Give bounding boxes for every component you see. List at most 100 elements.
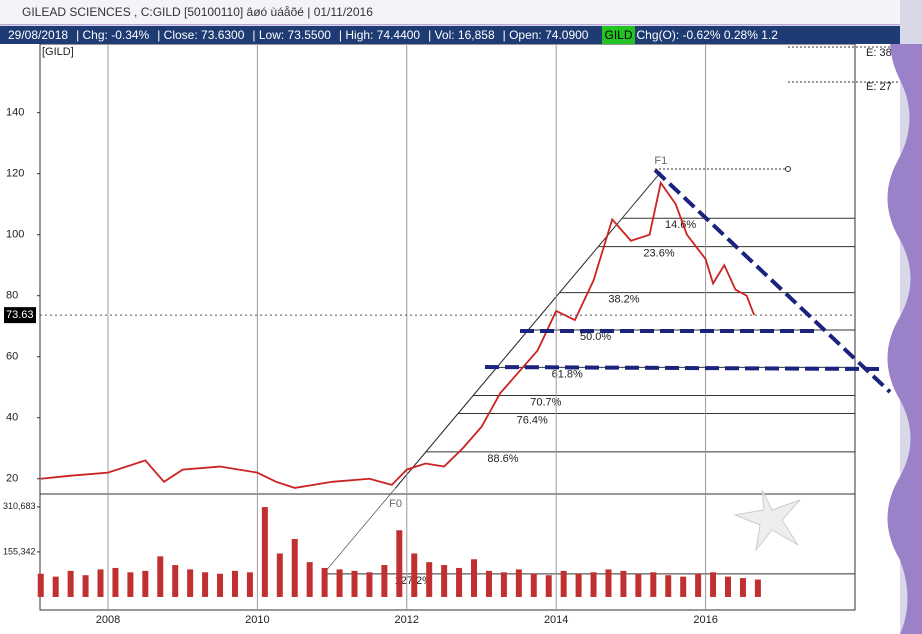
volume-bar [97, 569, 104, 597]
volume-bar [381, 565, 388, 597]
volume-bar [650, 572, 657, 597]
volume-bar [306, 562, 313, 597]
info: Chg(O): -0.62% 0.28% 1.2 [636, 28, 778, 42]
trend-line [653, 168, 892, 394]
volume-bar [202, 572, 209, 597]
fib-label: 61.8% [552, 368, 583, 380]
volume-bar [754, 579, 761, 597]
plot-group: 2008 2010 2012 2014 2016 20 40 60 80 100 120 140 73.… [3, 44, 855, 626]
volume-bar [426, 562, 433, 597]
info: | High: 74.4400 [338, 28, 421, 42]
y-tick-label: 60 [6, 351, 18, 363]
volume-bar [246, 572, 253, 597]
f1-marker [785, 166, 791, 172]
info: | Vol: 16,858 [428, 28, 495, 42]
y-tick-label: 155,342 [3, 546, 36, 556]
chart: [GILD] E: 38.2% E: 27 14.6%23.6%38.2%50.… [0, 44, 922, 634]
volume-bar [336, 569, 343, 597]
volume-bar [456, 567, 463, 597]
volume-bar [739, 578, 746, 597]
volume-bar [605, 569, 612, 597]
volume-bar [172, 565, 179, 597]
x-tick-label: 2008 [96, 614, 120, 626]
volume-bar [441, 565, 448, 597]
info: | Open: 74.0900 [502, 28, 589, 42]
volume-bar [127, 572, 134, 597]
fib-label: 76.4% [517, 414, 548, 426]
volume-bar [396, 530, 403, 597]
info: 29/08/2018 [8, 28, 69, 42]
y-tick-label: 120 [6, 168, 24, 180]
y-tick-label: 100 [6, 229, 24, 241]
volume-bar [187, 569, 194, 597]
volume-bar [411, 553, 418, 597]
info: | Close: 73.6300 [157, 28, 245, 42]
volume-bar [530, 573, 537, 597]
volume-bar [82, 575, 89, 597]
window-title: GILEAD SCIENCES , C:GILD [50100110] âøó … [22, 5, 373, 19]
background [0, 44, 900, 634]
volume-bar [575, 573, 582, 597]
fib-label: 23.6% [643, 247, 674, 259]
info: | Chg: -0.34% [76, 28, 150, 42]
fib-label: 50.0% [580, 331, 611, 343]
volume-bar [231, 570, 238, 597]
volume-bar [321, 567, 328, 597]
volume-bar [37, 573, 44, 597]
volume-bar [545, 575, 552, 597]
volume-bar [665, 575, 672, 597]
symbol: GILD [602, 26, 635, 44]
fib-anchor-label: F1 [654, 155, 667, 167]
volume-bar [276, 553, 283, 597]
fib-anchor-label: F0 [389, 498, 402, 510]
volume-bar [515, 569, 522, 597]
volume-bar [351, 570, 358, 597]
torn-edge [887, 44, 922, 634]
x-tick-label: 2010 [245, 614, 269, 626]
volume-bar [680, 576, 687, 597]
volume-bar [67, 570, 74, 597]
info: | Low: 73.5500 [252, 28, 331, 42]
volume-bar [710, 572, 717, 597]
fib-ray [395, 451, 427, 489]
volume-bar [217, 573, 224, 597]
last-price-box [4, 307, 36, 324]
y-tick-label: 140 [6, 107, 24, 119]
x-tick-label: 2014 [544, 614, 568, 626]
y-tick-label: 40 [6, 412, 18, 424]
price-line [40, 180, 755, 489]
volume-bar [112, 567, 119, 597]
volume-bar [500, 572, 507, 597]
volume-bar [695, 573, 702, 597]
volume-bar [485, 570, 492, 597]
x-tick-label: 2016 [693, 614, 717, 626]
volume-bar [590, 572, 597, 597]
volume-bar [366, 572, 373, 597]
x-tick-label: 2012 [395, 614, 419, 626]
title-bar: GILEAD SCIENCES , C:GILD [50100110] âøó … [0, 0, 900, 25]
plot-frame [39, 44, 856, 611]
last-price-label: 73.63 [6, 309, 34, 321]
volume-bar [291, 538, 298, 597]
legend: [GILD] [42, 46, 74, 58]
volume-bar [635, 573, 642, 597]
volume-bar [620, 570, 627, 597]
y-tick-label: 20 [6, 473, 18, 485]
fib-label: 88.6% [487, 453, 518, 465]
y-tick-label: 310,683 [3, 501, 36, 511]
fib-ray [323, 487, 396, 575]
star-icon [733, 489, 801, 552]
fib-label: 70.7% [530, 396, 561, 408]
volume-bar [560, 570, 567, 597]
fib-label: 14.6% [665, 219, 696, 231]
extension-label: E: 27 [866, 81, 892, 93]
volume-bar [52, 576, 59, 597]
fib-label: 38.2% [608, 294, 639, 306]
volume-bar [725, 576, 732, 597]
volume-bar [142, 570, 149, 597]
volume-bar [157, 556, 164, 597]
volume-bar [471, 559, 478, 597]
y-tick-label: 80 [6, 290, 18, 302]
volume-bar [261, 507, 268, 597]
